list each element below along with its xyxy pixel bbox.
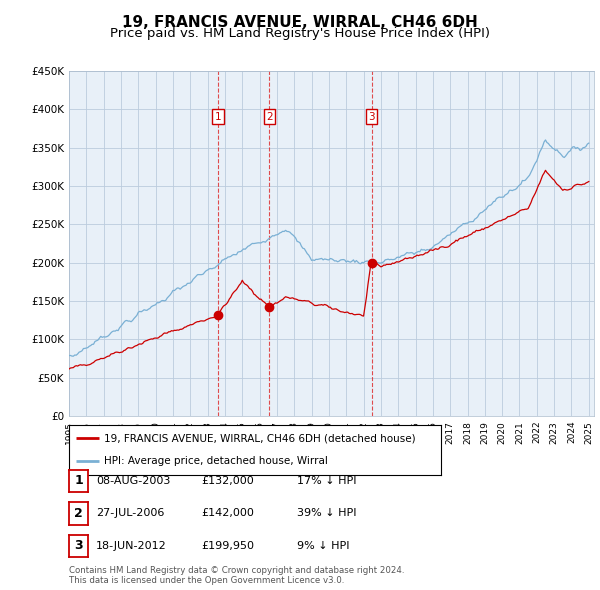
Text: Price paid vs. HM Land Registry's House Price Index (HPI): Price paid vs. HM Land Registry's House … [110,27,490,40]
Text: 3: 3 [74,539,83,552]
Text: 3: 3 [368,112,375,122]
Text: £199,950: £199,950 [201,541,254,550]
Text: 27-JUL-2006: 27-JUL-2006 [96,509,164,518]
Text: 9% ↓ HPI: 9% ↓ HPI [297,541,349,550]
Text: 19, FRANCIS AVENUE, WIRRAL, CH46 6DH (detached house): 19, FRANCIS AVENUE, WIRRAL, CH46 6DH (de… [104,433,416,443]
Text: HPI: Average price, detached house, Wirral: HPI: Average price, detached house, Wirr… [104,457,328,467]
Text: £132,000: £132,000 [201,476,254,486]
Text: 19, FRANCIS AVENUE, WIRRAL, CH46 6DH: 19, FRANCIS AVENUE, WIRRAL, CH46 6DH [122,15,478,30]
Text: 08-AUG-2003: 08-AUG-2003 [96,476,170,486]
Text: 1: 1 [74,474,83,487]
Text: 18-JUN-2012: 18-JUN-2012 [96,541,167,550]
Text: 2: 2 [74,507,83,520]
Text: 1: 1 [215,112,221,122]
Text: Contains HM Land Registry data © Crown copyright and database right 2024.
This d: Contains HM Land Registry data © Crown c… [69,566,404,585]
Text: 39% ↓ HPI: 39% ↓ HPI [297,509,356,518]
Text: 17% ↓ HPI: 17% ↓ HPI [297,476,356,486]
Text: £142,000: £142,000 [201,509,254,518]
Text: 2: 2 [266,112,273,122]
